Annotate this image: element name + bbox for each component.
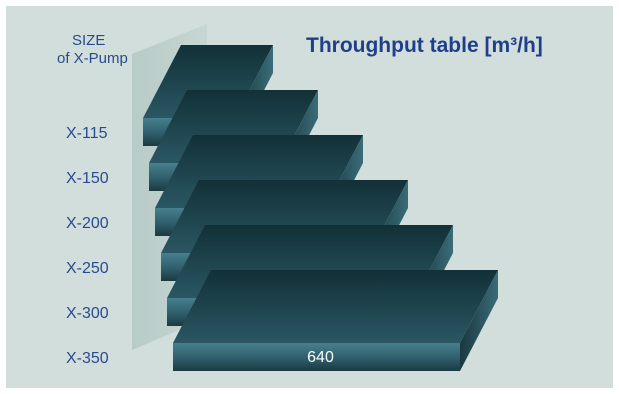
bar-x-350: 640 (173, 270, 498, 371)
axis-title-line2: of X-Pump (57, 50, 128, 67)
category-label: X-150 (66, 170, 109, 187)
axis-title-line1: SIZE (72, 32, 105, 49)
bar-front-face (173, 343, 460, 371)
bar-side-face (460, 270, 498, 371)
bars-layer: 1240125230425640 (143, 45, 498, 371)
category-label: X-250 (66, 260, 109, 277)
category-label: X-350 (66, 350, 109, 367)
bar-top-face (173, 270, 498, 343)
chart-title: Throughput table [m³/h] (306, 34, 543, 57)
category-label: X-200 (66, 215, 109, 232)
category-label: X-115 (66, 125, 108, 142)
category-label: X-300 (66, 305, 109, 322)
tick-labels: X-115 X-150 X-200 X-250 X-300 X-350 (66, 125, 109, 367)
bar-value-label: 640 (307, 349, 334, 366)
